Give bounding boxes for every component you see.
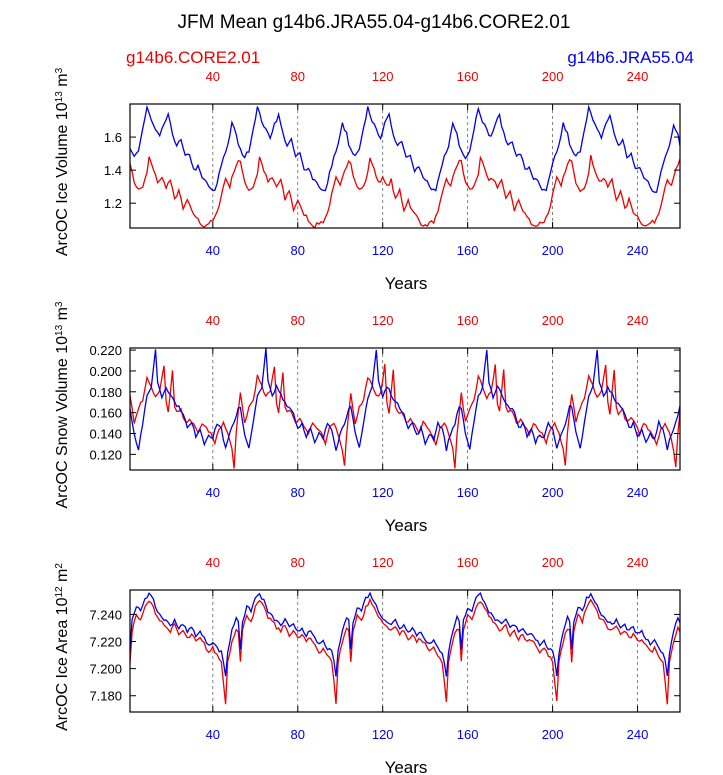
ytick-label: 7.220 [89,635,122,650]
xtick-label-bottom: 40 [206,485,220,500]
xtick-label-bottom: 120 [372,485,394,500]
xtick-label-top: 40 [206,555,220,570]
xtick-label-top: 240 [627,313,649,328]
xtick-label-top: 120 [372,313,394,328]
plot-frame [129,103,681,229]
ytick-label: 0.120 [89,447,122,462]
panel-snow-volume: 0.120 0.140 0.160 0.180 0.200 0.220 40 40 80 80 12… [54,301,681,535]
xtick-label-bottom: 80 [291,485,305,500]
xtick-label-bottom: 80 [291,727,305,742]
xtick-label-top: 160 [457,313,479,328]
ytick-label: 7.200 [89,662,122,677]
xtick-label-top: 200 [542,555,564,570]
panel-ice-volume: 1.2 1.4 1.6 40 40 80 80 120 120 160 160 200 200 240 24… [54,67,681,293]
series-line-jra [129,348,681,452]
ytick-label: 0.180 [89,385,122,400]
xtick-label-top: 120 [372,555,394,570]
xtick-label-top: 80 [291,313,305,328]
series-line-jra [129,104,681,193]
y-axis-label: ArcOC Ice Area 1012 m2 [54,563,72,731]
xtick-label-top: 240 [627,555,649,570]
xtick-label-top: 200 [542,69,564,84]
ytick-label: 1.2 [104,196,122,211]
xtick-label-bottom: 240 [627,243,649,258]
xtick-label-top: 120 [372,69,394,84]
xtick-label-bottom: 160 [457,485,479,500]
xtick-label-bottom: 240 [627,485,649,500]
ytick-label: 0.220 [89,343,122,358]
chart-panels: 1.2 1.4 1.6 40 40 80 80 120 120 160 160 200 200 240 24… [54,67,681,775]
xtick-label-top: 160 [457,69,479,84]
xtick-label-bottom: 40 [206,243,220,258]
xtick-label-top: 200 [542,313,564,328]
legend-right-label: g14b6.JRA55.04 [567,48,694,67]
plot-frame [129,589,681,713]
chart-title: JFM Mean g14b6.JRA55.04-g14b6.CORE2.01 [178,12,571,33]
xtick-label-top: 240 [627,69,649,84]
x-axis-label: Years [385,758,428,775]
series-line-core [129,597,681,705]
ytick-label: 0.160 [89,406,122,421]
ytick-label: 1.6 [104,130,122,145]
ytick-label: 0.200 [89,364,122,379]
xtick-label-bottom: 80 [291,243,305,258]
xtick-label-top: 40 [206,313,220,328]
series-line-core [129,155,681,229]
x-axis-label: Years [385,274,428,293]
ytick-label: 0.140 [89,427,122,442]
ytick-label: 1.4 [104,163,122,178]
ytick-label: 7.180 [89,689,122,704]
xtick-label-bottom: 120 [372,243,394,258]
xtick-label-bottom: 120 [372,727,394,742]
xtick-label-bottom: 160 [457,243,479,258]
y-axis-label: ArcOC Snow Volume 1013 m3 [54,301,72,508]
xtick-label-bottom: 240 [627,727,649,742]
xtick-label-bottom: 200 [542,243,564,258]
series-line-jra [129,591,681,677]
xtick-label-top: 40 [206,69,220,84]
xtick-label-bottom: 40 [206,727,220,742]
xtick-label-bottom: 160 [457,727,479,742]
xtick-label-top: 80 [291,69,305,84]
y-axis-label: ArcOC Ice Volume 1013 m3 [54,67,72,256]
xtick-label-bottom: 200 [542,727,564,742]
plot-frame [129,347,681,471]
ytick-label: 7.240 [89,607,122,622]
legend-left-label: g14b6.CORE2.01 [126,48,260,67]
xtick-label-top: 80 [291,555,305,570]
panel-ice-area: 7.180 7.200 7.220 7.240 40 40 80 80 120 120 160 160… [54,555,681,775]
xtick-label-top: 160 [457,555,479,570]
xtick-label-bottom: 200 [542,485,564,500]
x-axis-label: Years [385,516,428,535]
